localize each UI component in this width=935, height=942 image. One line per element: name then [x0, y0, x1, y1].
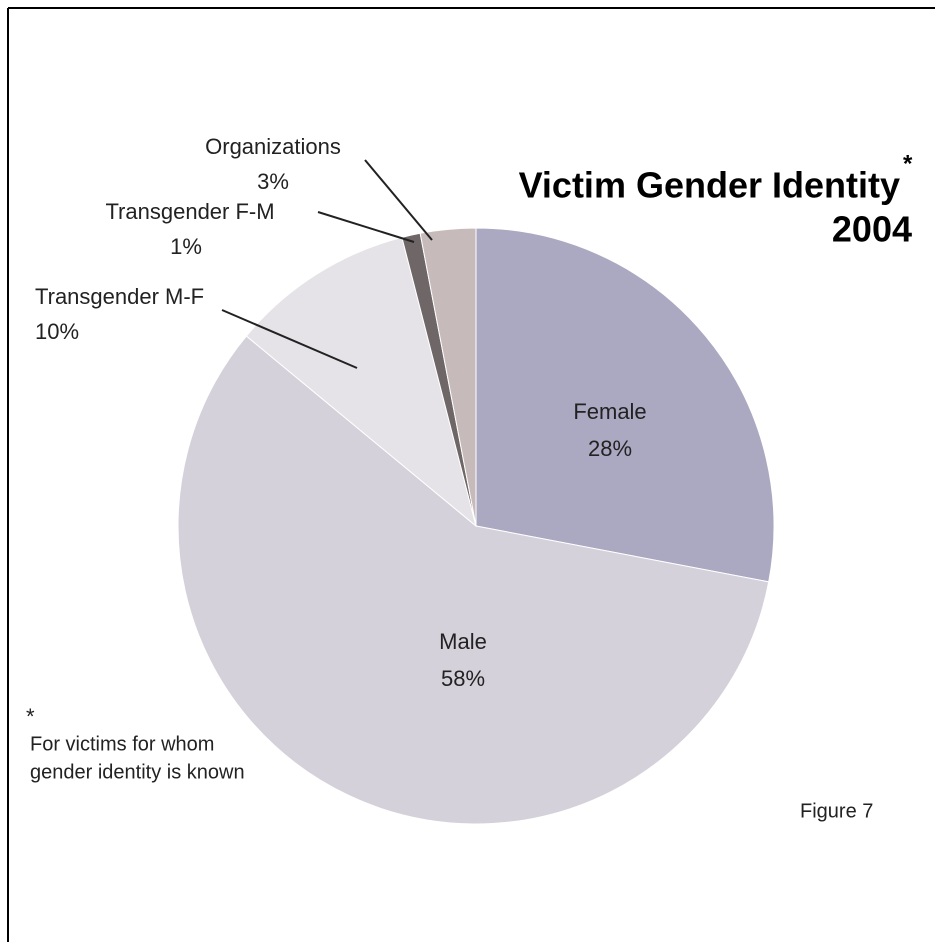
leader-line	[317, 211, 415, 243]
pie-slice	[245, 236, 477, 528]
slice-label: Male	[439, 629, 487, 654]
pie-slice	[419, 227, 477, 527]
chart-title: Victim Gender Identity	[519, 165, 900, 206]
chart-subtitle: 2004	[832, 209, 912, 250]
title-mark: *	[903, 150, 913, 177]
slice-label: Organizations	[205, 134, 341, 159]
slice-label: Female	[573, 399, 646, 424]
slice-value-label: 58%	[441, 666, 485, 691]
pie-slice	[475, 227, 775, 583]
footnote: gender identity is known	[30, 761, 245, 783]
slice-value-label: 1%	[170, 234, 202, 259]
figure-label: Figure 7	[800, 800, 873, 822]
footnote: For victims for whom	[30, 733, 214, 755]
slice-label: Transgender M-F	[35, 284, 204, 309]
slice-value-label: 28%	[588, 436, 632, 461]
leader-line	[221, 309, 358, 369]
slice-label: Transgender F-M	[105, 199, 274, 224]
pie-slice	[177, 335, 770, 825]
footnote-mark: *	[26, 704, 35, 729]
leader-line	[364, 159, 433, 241]
slice-value-label: 3%	[257, 169, 289, 194]
slice-value-label: 10%	[35, 319, 79, 344]
